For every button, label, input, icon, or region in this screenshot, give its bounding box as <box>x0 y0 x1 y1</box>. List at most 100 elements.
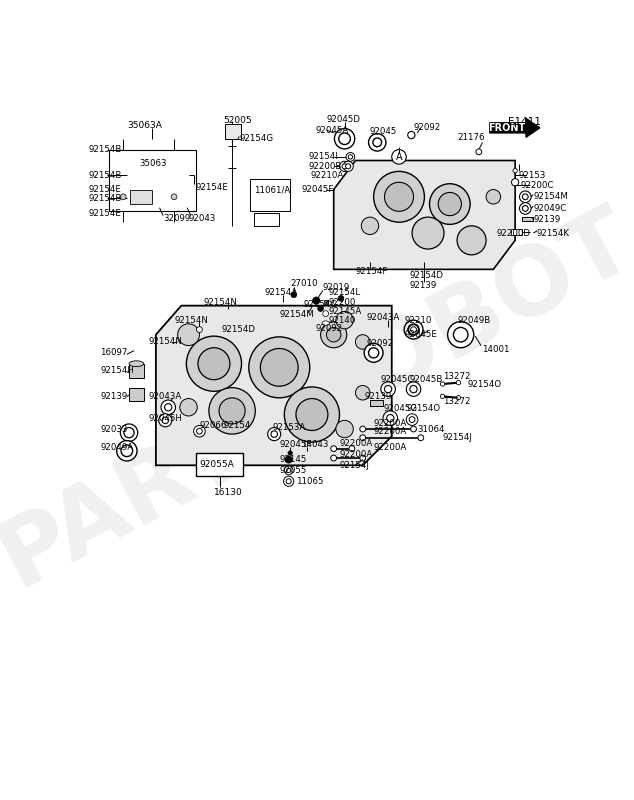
Circle shape <box>476 149 482 154</box>
Circle shape <box>331 446 337 451</box>
Circle shape <box>313 297 320 304</box>
Polygon shape <box>333 161 515 270</box>
Circle shape <box>323 310 328 317</box>
Text: 92092: 92092 <box>413 123 441 132</box>
Text: 92200A: 92200A <box>339 450 373 459</box>
Circle shape <box>408 131 415 138</box>
Circle shape <box>456 381 461 385</box>
Circle shape <box>384 182 413 211</box>
Circle shape <box>268 427 281 441</box>
Circle shape <box>448 322 474 348</box>
Circle shape <box>522 194 528 200</box>
Circle shape <box>285 456 292 463</box>
Bar <box>370 400 383 406</box>
Circle shape <box>193 426 205 437</box>
Text: 92045D: 92045D <box>327 114 361 124</box>
Text: 92045A: 92045A <box>316 126 349 134</box>
Text: 92154: 92154 <box>223 421 251 430</box>
Text: 27010: 27010 <box>290 279 318 288</box>
Ellipse shape <box>322 321 329 326</box>
Circle shape <box>438 193 462 216</box>
Text: 11061/A: 11061/A <box>254 185 290 194</box>
Text: 92154B: 92154B <box>88 145 122 154</box>
Text: 92043A: 92043A <box>366 314 399 322</box>
Text: 92210: 92210 <box>404 316 432 325</box>
Text: 92154F: 92154F <box>356 267 388 276</box>
Text: 13272: 13272 <box>443 372 470 382</box>
Bar <box>196 453 243 476</box>
Text: 92154J: 92154J <box>443 434 472 442</box>
Text: A: A <box>396 152 403 162</box>
Text: E1411: E1411 <box>508 117 541 127</box>
Text: 32099: 32099 <box>163 214 190 223</box>
Circle shape <box>368 134 386 151</box>
Circle shape <box>124 427 134 438</box>
Text: PARTSROBOT: PARTSROBOT <box>0 194 634 606</box>
Bar <box>254 213 279 226</box>
Circle shape <box>339 133 351 145</box>
Text: 92154I: 92154I <box>308 152 338 162</box>
Circle shape <box>513 169 517 173</box>
Text: 92145: 92145 <box>279 455 307 464</box>
Text: 92092: 92092 <box>316 324 343 334</box>
Bar <box>512 230 522 234</box>
Circle shape <box>441 394 444 398</box>
Circle shape <box>512 178 519 186</box>
Circle shape <box>404 320 423 339</box>
Text: 92055: 92055 <box>279 466 307 475</box>
Text: 92200A: 92200A <box>373 427 407 437</box>
Text: 92154M: 92154M <box>533 192 568 202</box>
Text: 92154C: 92154C <box>303 300 337 309</box>
Circle shape <box>406 382 421 396</box>
Text: 92154E: 92154E <box>88 185 121 194</box>
Text: 92154B: 92154B <box>88 170 122 179</box>
Circle shape <box>522 206 528 211</box>
Circle shape <box>408 325 418 334</box>
Circle shape <box>360 435 366 441</box>
Text: 92140: 92140 <box>328 316 356 326</box>
Bar <box>250 178 290 211</box>
Text: 92200A: 92200A <box>339 439 373 448</box>
Text: 14001: 14001 <box>482 345 510 354</box>
Circle shape <box>383 411 398 426</box>
Text: 92154E: 92154E <box>196 183 229 192</box>
Circle shape <box>410 386 417 393</box>
Circle shape <box>456 395 461 400</box>
Text: 92043: 92043 <box>188 214 216 223</box>
Circle shape <box>373 171 424 222</box>
Text: 92139: 92139 <box>364 392 391 401</box>
Text: 92154N: 92154N <box>174 316 208 325</box>
Text: 92154E: 92154E <box>88 209 121 218</box>
Text: 92049A: 92049A <box>100 442 133 452</box>
Circle shape <box>349 446 355 451</box>
Circle shape <box>346 164 351 169</box>
Circle shape <box>162 417 169 423</box>
Text: 31064: 31064 <box>417 425 444 434</box>
Circle shape <box>120 194 126 200</box>
Circle shape <box>219 398 245 424</box>
Text: 92033: 92033 <box>100 425 127 434</box>
Text: 92139: 92139 <box>533 214 560 224</box>
Bar <box>131 190 152 204</box>
Text: 35063: 35063 <box>139 159 167 168</box>
Bar <box>129 364 143 378</box>
Text: 92139: 92139 <box>100 392 127 401</box>
Circle shape <box>338 295 344 302</box>
Text: 92200A: 92200A <box>373 418 407 428</box>
Text: 92154B: 92154B <box>88 194 122 202</box>
Circle shape <box>180 398 197 416</box>
Polygon shape <box>156 306 392 466</box>
Circle shape <box>384 386 392 393</box>
Text: 92154K: 92154K <box>537 229 570 238</box>
Text: 92045C: 92045C <box>381 375 414 384</box>
Circle shape <box>197 428 202 434</box>
Text: 52005: 52005 <box>223 116 252 125</box>
Circle shape <box>387 414 394 422</box>
Text: 92200A: 92200A <box>373 442 407 452</box>
Circle shape <box>411 326 417 333</box>
Text: 92045E: 92045E <box>404 330 437 339</box>
Circle shape <box>321 322 347 348</box>
Circle shape <box>373 138 382 146</box>
Text: 11065: 11065 <box>296 477 323 486</box>
Circle shape <box>356 386 370 400</box>
